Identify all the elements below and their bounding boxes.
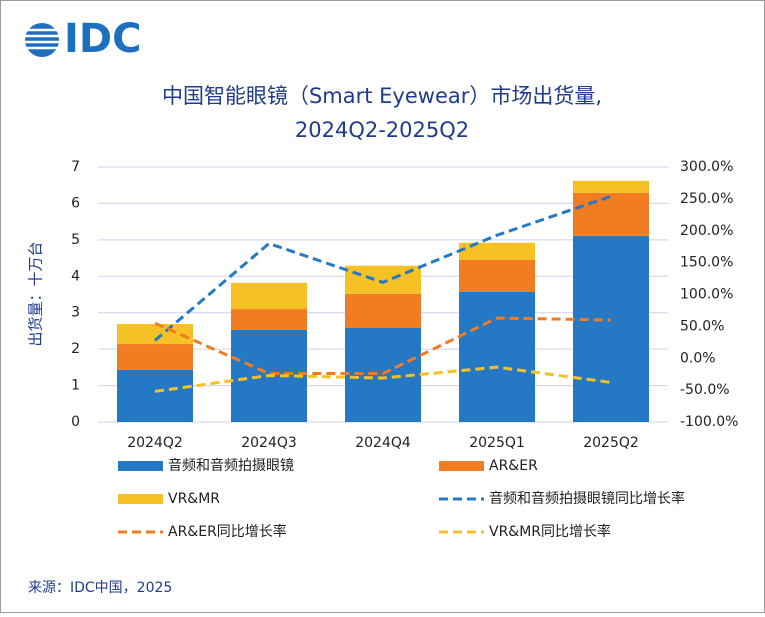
bar [573,180,649,193]
legend-swatch [118,494,163,504]
y-tick-label: 4 [71,268,80,284]
x-tick-label: 2025Q1 [469,435,525,451]
y2-tick-label: 0.0% [680,350,716,366]
source: 来源：IDC中国，2025 [28,580,172,596]
bar [573,192,649,236]
y-tick-label: 6 [71,195,80,211]
legend-label: VR&MR [168,491,220,507]
y-tick-label: 7 [71,159,80,175]
x-tick-label: 2024Q4 [355,435,411,451]
y2-tick-label: 250.0% [680,191,733,207]
line [154,194,612,342]
bar [459,291,535,422]
logo: IDC [64,16,141,62]
bar [117,344,193,370]
legend-label: AR&ER同比增长率 [168,523,287,540]
bar [345,293,421,329]
x-tick-label: 2024Q2 [127,435,183,451]
y2-tick-label: -50.0% [680,382,730,398]
legend-label: VR&MR同比增长率 [489,523,611,540]
chart-title: 2024Q2-2025Q2 [295,118,469,142]
chart-title: 中国智能眼镜（Smart Eyewear）市场出货量, [162,84,602,108]
x-tick-label: 2025Q2 [583,435,639,451]
bar [459,259,535,292]
y2-tick-label: 150.0% [680,255,733,271]
bar [231,282,307,310]
legend-swatch [439,461,484,471]
y2-tick-label: -100.0% [680,414,738,430]
y-tick-label: 0 [71,414,80,430]
bar [117,324,193,345]
bar [231,309,307,330]
line [154,365,612,393]
logo-globe [22,23,62,57]
y-tick-label: 2 [71,341,80,357]
bar [573,235,649,422]
legend-label: 音频和音频拍摄眼镜同比增长率 [489,490,685,507]
y2-tick-label: 200.0% [680,223,733,239]
y-tick-label: 3 [71,305,80,321]
y2-tick-label: 50.0% [680,318,724,334]
line [154,316,612,376]
y-tick-label: 5 [71,232,80,248]
legend-label: 音频和音频拍摄眼镜 [168,457,294,474]
y2-tick-label: 300.0% [680,159,733,175]
y-tick-label: 1 [71,378,80,394]
legend-swatch [118,461,163,471]
bar [459,242,535,260]
y2-tick-label: 100.0% [680,287,733,303]
x-tick-label: 2024Q3 [241,435,297,451]
bar [117,369,193,422]
y-axis-label: 出货量：十万台 [27,241,45,346]
legend-label: AR&ER [489,458,538,474]
